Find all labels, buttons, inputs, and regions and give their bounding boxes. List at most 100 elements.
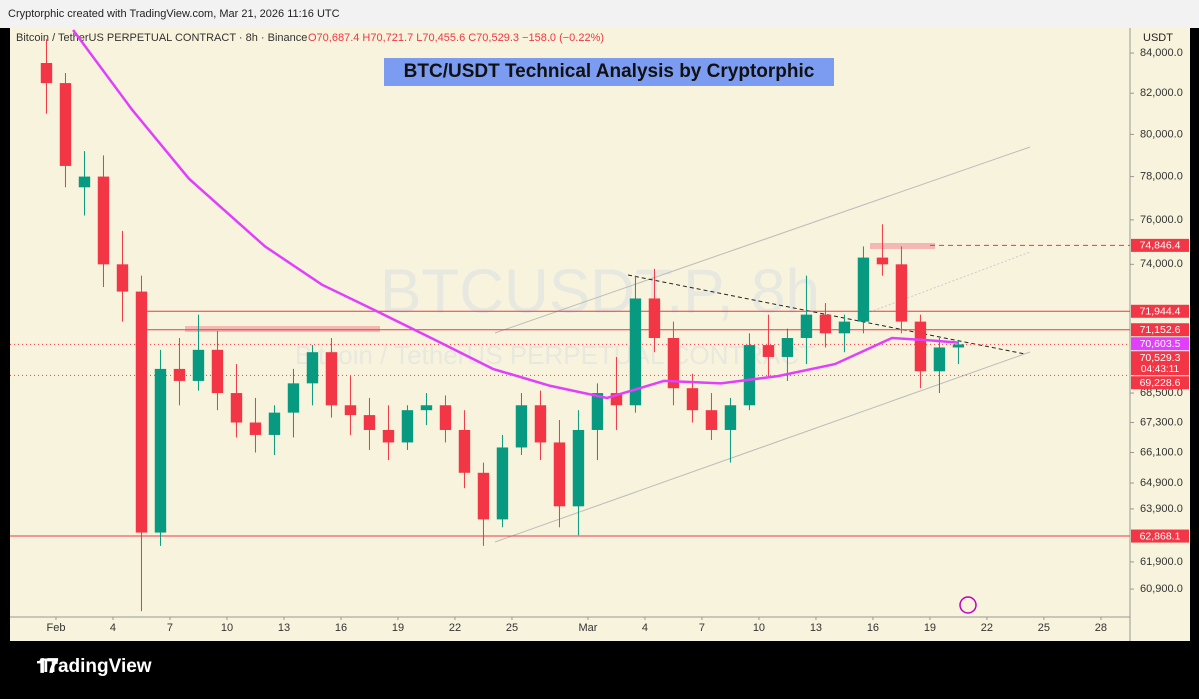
price-label: 70,603.5 xyxy=(1140,338,1181,350)
y-tick-label: 64,900.0 xyxy=(1140,477,1183,489)
candle-body xyxy=(211,349,224,394)
candle-body xyxy=(287,383,300,413)
watermark-ticker: BTCUSDT.P, 8h xyxy=(380,257,820,326)
candle-body xyxy=(610,393,623,406)
x-tick-label: 4 xyxy=(110,622,116,634)
x-tick-label: 13 xyxy=(278,622,290,634)
candle-body xyxy=(154,368,167,533)
brand: TradingView xyxy=(40,656,152,677)
price-label: 70,529.3 xyxy=(1140,352,1181,364)
candle-body xyxy=(819,314,832,334)
candle-body xyxy=(876,257,889,265)
candle-body xyxy=(439,405,452,430)
zone xyxy=(870,243,935,249)
candle-body xyxy=(724,405,737,430)
price-label-box xyxy=(1131,529,1189,543)
x-tick-label: Feb xyxy=(46,622,65,634)
price-label: 71,152.6 xyxy=(1140,324,1181,336)
candle-body xyxy=(572,429,585,507)
x-tick-label: 25 xyxy=(1038,622,1050,634)
price-label-box xyxy=(1131,323,1189,337)
x-tick-label: 16 xyxy=(335,622,347,634)
candle-body xyxy=(838,321,851,334)
candle-body xyxy=(914,321,927,372)
price-label-box xyxy=(1131,337,1189,351)
candle-body xyxy=(553,442,566,507)
candle-body xyxy=(496,447,509,520)
x-tick-label: 10 xyxy=(221,622,233,634)
top-bar xyxy=(0,0,1199,28)
credit: Cryptorphic created with TradingView.com… xyxy=(8,8,340,20)
candle-body xyxy=(363,415,376,430)
price-label: 74,846.4 xyxy=(1140,240,1181,252)
chart-title: BTC/USDT Technical Analysis by Cryptorph… xyxy=(404,61,815,82)
price-label-box xyxy=(1131,304,1189,318)
title-box xyxy=(384,58,834,86)
candle-body xyxy=(933,347,946,372)
candle-body xyxy=(743,345,756,406)
price-countdown: 04:43:11 xyxy=(1141,364,1180,375)
alert-icon xyxy=(959,596,977,614)
y-tick-label: 68,500.0 xyxy=(1140,387,1183,399)
candle-body xyxy=(667,338,680,389)
x-tick-label: 7 xyxy=(167,622,173,634)
candle-body xyxy=(97,176,110,265)
candle-body xyxy=(686,388,699,411)
x-tick-label: 10 xyxy=(753,622,765,634)
currency: USDT xyxy=(1143,32,1173,44)
candle-body xyxy=(781,338,794,357)
candle-body xyxy=(173,368,186,381)
candle-body xyxy=(192,349,205,381)
candle-body xyxy=(135,291,148,533)
y-tick-label: 78,000.0 xyxy=(1140,170,1183,182)
candle-body xyxy=(401,410,414,443)
candle-body xyxy=(800,314,813,339)
x-tick-label: 25 xyxy=(506,622,518,634)
y-tick-label: 67,300.0 xyxy=(1140,416,1183,428)
candle-body xyxy=(857,257,870,322)
candle-body xyxy=(325,352,338,406)
price-label: 69,228.6 xyxy=(1140,377,1181,389)
ema-line xyxy=(72,29,959,400)
candle-body xyxy=(230,393,243,423)
y-tick-label: 80,000.0 xyxy=(1140,128,1183,140)
price-label: 71,944.4 xyxy=(1140,306,1181,318)
x-tick-label: Mar xyxy=(578,622,597,634)
x-tick-label: 22 xyxy=(981,622,993,634)
x-tick-label: 16 xyxy=(867,622,879,634)
y-tick-label: 76,000.0 xyxy=(1140,214,1183,226)
candle-body xyxy=(78,176,91,188)
x-tick-label: 13 xyxy=(810,622,822,634)
candle-body xyxy=(458,429,471,473)
candle-body xyxy=(40,63,53,84)
candle-body xyxy=(116,264,129,292)
x-tick-label: 19 xyxy=(924,622,936,634)
y-tick-label: 60,900.0 xyxy=(1140,583,1183,595)
candle-body xyxy=(705,410,718,430)
y-tick-label: 74,000.0 xyxy=(1140,258,1183,270)
candle-body xyxy=(382,429,395,443)
zone xyxy=(185,326,380,332)
candle-body xyxy=(306,352,319,384)
y-tick-label: 61,900.0 xyxy=(1140,556,1183,568)
candle-body xyxy=(534,405,547,443)
x-tick-label: 7 xyxy=(699,622,705,634)
price-label: 62,868.1 xyxy=(1140,530,1181,542)
price-label-box xyxy=(1131,351,1189,376)
y-tick-label: 63,900.0 xyxy=(1140,503,1183,515)
x-tick-label: 22 xyxy=(449,622,461,634)
price-label-box xyxy=(1131,376,1189,390)
candle-body xyxy=(59,83,72,166)
y-tick-label: 84,000.0 xyxy=(1140,47,1183,59)
brand-logo: 𝟏𝟕 xyxy=(36,655,58,677)
x-tick-label: 19 xyxy=(392,622,404,634)
y-tick-label: 66,100.0 xyxy=(1140,446,1183,458)
watermark-name: Bitcoin / TetherUS PERPETUAL CONTRACT xyxy=(295,340,815,370)
candle-body xyxy=(515,405,528,448)
candle-body xyxy=(420,405,433,411)
candle-body xyxy=(591,393,604,430)
y-tick-label: 82,000.0 xyxy=(1140,87,1183,99)
candle-body xyxy=(249,422,262,435)
candle-body xyxy=(268,412,281,435)
candle-body xyxy=(762,345,775,357)
